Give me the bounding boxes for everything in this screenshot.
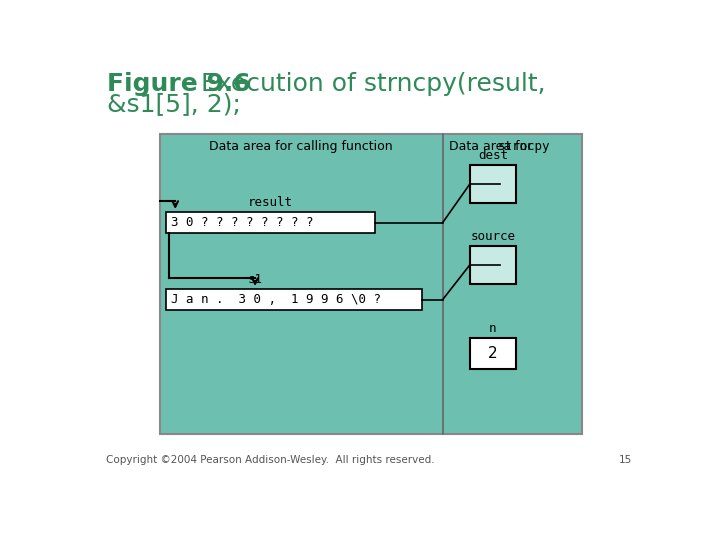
- Text: Copyright ©2004 Pearson Addison-Wesley.  All rights reserved.: Copyright ©2004 Pearson Addison-Wesley. …: [106, 455, 434, 465]
- Text: Execution of strncpy(result,: Execution of strncpy(result,: [184, 72, 545, 97]
- Text: source: source: [470, 230, 516, 242]
- Text: 2: 2: [488, 346, 498, 361]
- Text: &s1[5], 2);: &s1[5], 2);: [107, 92, 241, 116]
- Text: n: n: [490, 322, 497, 335]
- Bar: [160, 134, 582, 434]
- Bar: [166, 289, 422, 310]
- Text: J a n .  3 0 ,  1 9 9 6 \0 ?: J a n . 3 0 , 1 9 9 6 \0 ?: [171, 293, 381, 306]
- Text: Data area for calling function: Data area for calling function: [210, 140, 393, 153]
- Text: Figure 9.6: Figure 9.6: [107, 72, 251, 97]
- Text: 3 0 ? ? ? ? ? ? ? ?: 3 0 ? ? ? ? ? ? ? ?: [171, 216, 313, 229]
- Text: 15: 15: [619, 455, 632, 465]
- Text: strncpy: strncpy: [498, 140, 550, 153]
- Text: dest: dest: [478, 149, 508, 162]
- Text: result: result: [248, 196, 293, 209]
- Bar: [469, 246, 516, 284]
- Bar: [166, 212, 375, 233]
- Bar: [469, 338, 516, 369]
- Bar: [469, 165, 516, 204]
- Text: s1: s1: [248, 273, 263, 286]
- Text: Data area for: Data area for: [449, 140, 536, 153]
